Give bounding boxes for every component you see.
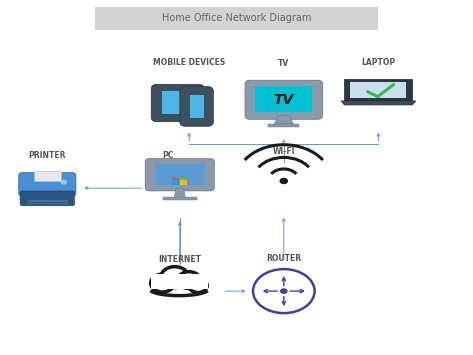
Circle shape [150,274,175,292]
Polygon shape [155,164,205,185]
Text: WI-FI: WI-FI [272,147,295,156]
Polygon shape [180,180,187,185]
Text: PC: PC [162,152,174,160]
Text: ROUTER: ROUTER [266,255,301,263]
Circle shape [178,272,200,289]
Circle shape [189,279,207,293]
FancyBboxPatch shape [19,173,76,196]
FancyBboxPatch shape [95,7,378,30]
Polygon shape [150,274,208,289]
FancyBboxPatch shape [20,191,75,206]
Text: LAPTOP: LAPTOP [361,59,395,67]
Polygon shape [341,101,416,105]
Polygon shape [190,95,204,118]
Polygon shape [163,197,197,200]
Polygon shape [180,178,187,182]
Polygon shape [269,124,299,127]
Text: TV: TV [274,93,294,106]
FancyBboxPatch shape [245,80,323,119]
Polygon shape [34,171,61,181]
Polygon shape [172,180,179,185]
FancyBboxPatch shape [151,84,204,122]
Ellipse shape [253,269,315,313]
Text: Home Office Network Diagram: Home Office Network Diagram [162,13,311,23]
Polygon shape [174,188,185,197]
Polygon shape [172,178,179,182]
Circle shape [161,267,189,288]
Polygon shape [344,80,412,101]
Text: INTERNET: INTERNET [158,256,201,264]
Text: MOBILE DEVICES: MOBILE DEVICES [153,59,225,67]
FancyBboxPatch shape [145,159,214,191]
Polygon shape [162,91,195,114]
Circle shape [280,288,288,294]
Text: TV: TV [278,59,289,68]
Circle shape [61,180,67,185]
Polygon shape [255,86,312,112]
Circle shape [280,178,288,184]
Polygon shape [274,116,293,124]
FancyBboxPatch shape [180,87,213,126]
Text: PRINTER: PRINTER [28,152,66,160]
Polygon shape [350,82,406,98]
